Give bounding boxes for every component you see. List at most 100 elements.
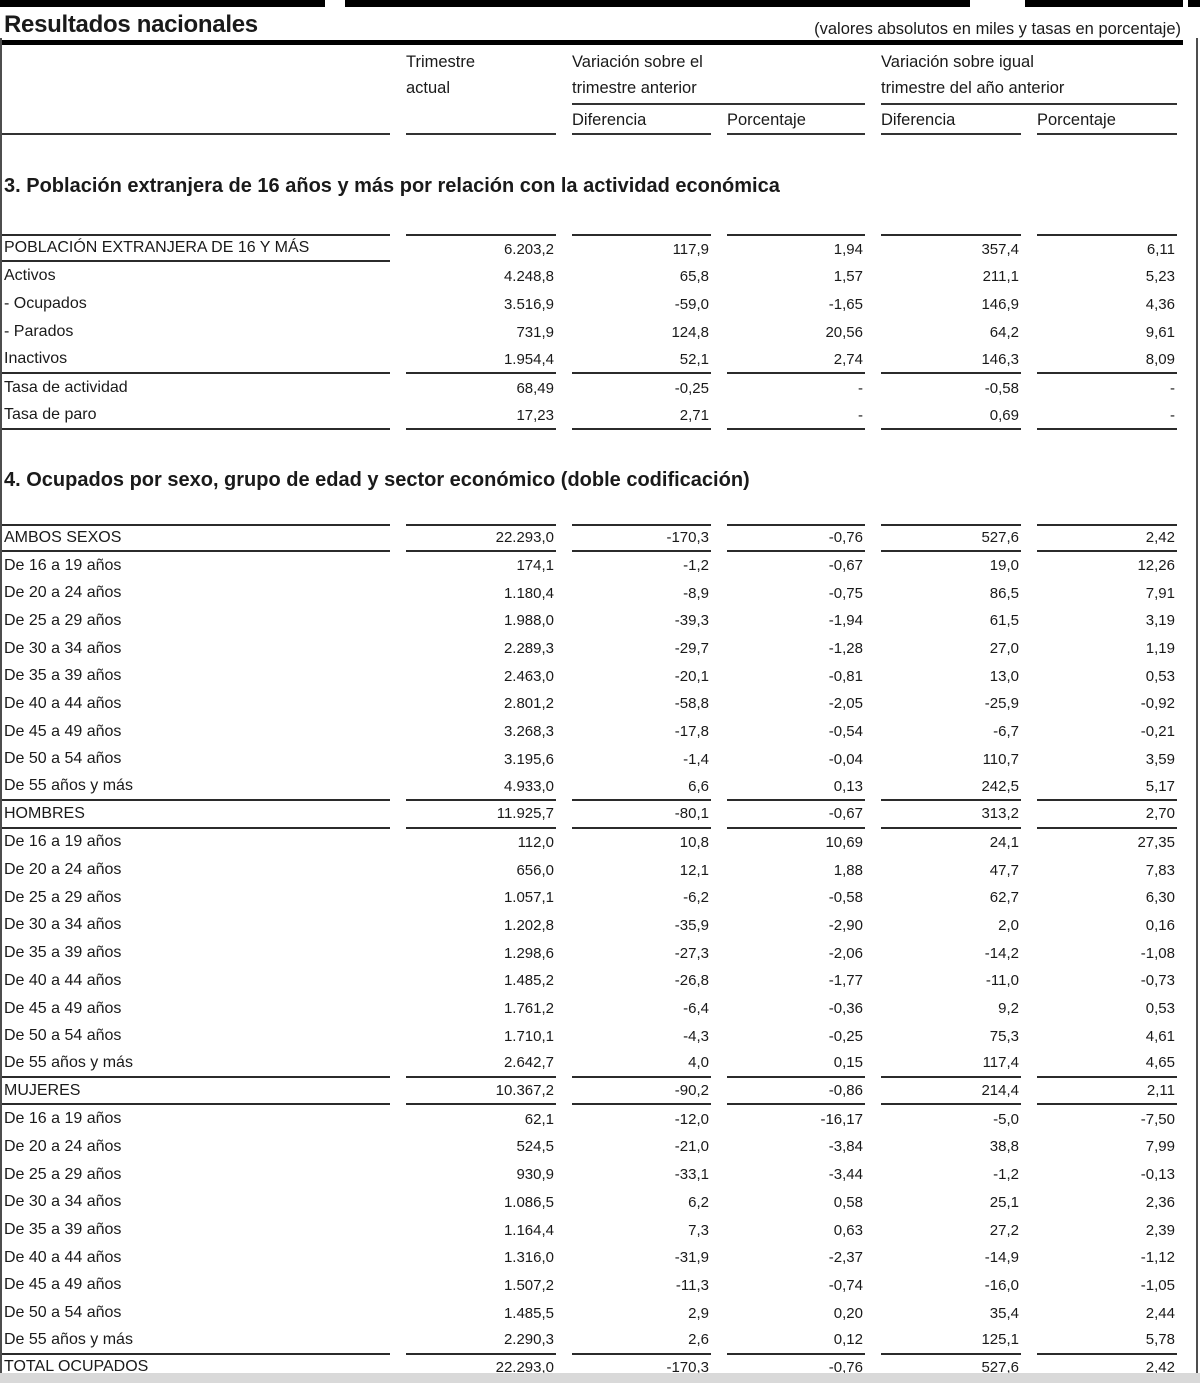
cell-diferencia-trimestre: -6,4 [683, 1000, 709, 1018]
row-label: Inactivos [0, 346, 390, 374]
table-row: De 16 a 19 años 62,1 -12,0 -16,17 -5,0 -… [0, 1105, 1177, 1133]
cell-porcentaje-anual: -0,13 [1140, 1166, 1175, 1184]
cell-porcentaje-trimestre: -1,77 [828, 972, 863, 990]
cell-trimestre-actual: 1.485,5 [503, 1304, 554, 1322]
cell-diferencia-trimestre: -11,3 [675, 1276, 709, 1294]
table-row: De 25 a 29 años 930,9 -33,1 -3,44 -1,2 -… [0, 1161, 1177, 1189]
row-label: De 40 a 44 años [4, 1248, 122, 1266]
cell-diferencia-anual: 27,0 [989, 640, 1019, 658]
table-row: De 25 a 29 años 1.988,0 -39,3 -1,94 61,5… [0, 607, 1177, 635]
cell-diferencia-trimestre: 4,0 [572, 1050, 711, 1078]
cell-diferencia-anual: 214,4 [881, 1078, 1021, 1106]
cell-porcentaje-anual: -0,21 [1140, 723, 1175, 741]
cell-porcentaje-trimestre: -2,37 [828, 1249, 863, 1267]
cell-porcentaje-trimestre: -0,54 [828, 723, 863, 741]
cell-trimestre-actual: 2.642,7 [406, 1050, 556, 1078]
cell-trimestre-actual: 2.289,3 [503, 640, 554, 658]
cell-trimestre-actual: 731,9 [516, 323, 554, 341]
row-label: HOMBRES [0, 801, 390, 829]
cell-porcentaje-anual: 2,44 [1145, 1304, 1175, 1322]
table-row: De 55 años y más 4.933,0 6,6 0,13 242,5 … [0, 773, 1177, 801]
empty-header-cell [406, 105, 556, 135]
column-header-line: Trimestre [406, 53, 476, 71]
subheader-porcentaje-trimestre: Porcentaje [727, 105, 865, 135]
table-row: De 50 a 54 años 1.485,5 2,9 0,20 35,4 2,… [0, 1299, 1177, 1327]
cell-diferencia-anual: 62,7 [989, 889, 1019, 907]
top-cutoff-rule [0, 0, 1200, 7]
cell-trimestre-actual: 4.248,8 [503, 267, 554, 285]
cell-diferencia-anual: 35,4 [989, 1304, 1019, 1322]
cell-porcentaje-anual: -1,08 [1140, 944, 1175, 962]
cell-porcentaje-trimestre: 1,94 [727, 234, 865, 262]
cell-diferencia-trimestre: 6,6 [572, 773, 711, 801]
cell-diferencia-trimestre: -4,3 [683, 1027, 709, 1045]
table-row: POBLACIÓN EXTRANJERA DE 16 Y MÁS 6.203,2… [0, 234, 1177, 262]
page-right-border [1196, 38, 1198, 1373]
row-label: De 45 a 49 años [4, 1276, 122, 1294]
cell-porcentaje-anual: 9,61 [1145, 323, 1175, 341]
cell-porcentaje-trimestre: -0,81 [828, 667, 863, 685]
table-row: - Ocupados 3.516,9 -59,0 -1,65 146,9 4,3… [0, 290, 1177, 318]
rule-gap [1183, 0, 1188, 7]
cell-diferencia-trimestre: -90,2 [572, 1078, 711, 1106]
cell-trimestre-actual: 11.925,7 [406, 801, 556, 829]
cell-trimestre-actual: 68,49 [516, 379, 554, 397]
cell-porcentaje-trimestre: 0,20 [833, 1304, 863, 1322]
cell-diferencia-anual: -6,7 [993, 723, 1019, 741]
row-label: Activos [4, 267, 56, 284]
cell-porcentaje-anual: 2,39 [1145, 1221, 1175, 1239]
cell-diferencia-anual: -11,0 [985, 972, 1019, 990]
cell-diferencia-trimestre: -33,1 [674, 1166, 709, 1184]
cell-trimestre-actual: 1.057,1 [503, 889, 554, 907]
cell-diferencia-trimestre: -17,8 [674, 723, 709, 741]
cell-porcentaje-anual: - [1037, 402, 1177, 430]
cell-diferencia-anual: -16,0 [984, 1276, 1019, 1294]
table-row: De 20 a 24 años 656,0 12,1 1,88 47,7 7,8… [0, 856, 1177, 884]
cell-diferencia-trimestre: 10,8 [679, 833, 709, 851]
row-label: De 30 a 34 años [4, 916, 122, 934]
subheader-diferencia-trimestre: Diferencia [572, 105, 711, 135]
cell-diferencia-anual: -25,9 [984, 695, 1019, 713]
cell-porcentaje-anual: 5,17 [1037, 773, 1177, 801]
table-row: De 40 a 44 años 2.801,2 -58,8 -2,05 -25,… [0, 690, 1177, 718]
cell-diferencia-anual: -14,9 [984, 1249, 1019, 1267]
table-row: De 40 a 44 años 1.485,2 -26,8 -1,77 -11,… [0, 967, 1177, 995]
cell-porcentaje-trimestre: -0,58 [828, 889, 863, 907]
cell-diferencia-anual: 27,2 [989, 1221, 1019, 1239]
cell-porcentaje-anual: 7,91 [1145, 584, 1175, 602]
cell-porcentaje-trimestre: 0,63 [833, 1221, 863, 1239]
cell-porcentaje-anual: 8,09 [1037, 346, 1177, 374]
column-header-trimestre-actual: Trimestre actual [406, 49, 556, 105]
cell-diferencia-anual: 47,7 [989, 861, 1019, 879]
cell-trimestre-actual: 4.933,0 [406, 773, 556, 801]
column-group-line: Variación sobre igual [881, 53, 1034, 71]
cell-trimestre-actual: 1.164,4 [503, 1221, 554, 1239]
cell-porcentaje-trimestre: 0,58 [833, 1193, 863, 1211]
cell-diferencia-anual: 25,1 [989, 1193, 1019, 1211]
cell-porcentaje-trimestre: -1,65 [828, 295, 863, 313]
cell-porcentaje-trimestre: 0,15 [727, 1050, 865, 1078]
table-row: De 30 a 34 años 1.202,8 -35,9 -2,90 2,0 … [0, 912, 1177, 940]
cell-porcentaje-trimestre: -16,17 [820, 1110, 863, 1128]
cell-porcentaje-anual: 4,36 [1145, 295, 1175, 313]
cell-trimestre-actual: 930,9 [516, 1166, 554, 1184]
cell-trimestre-actual: 2.801,2 [503, 695, 554, 713]
row-label: De 35 a 39 años [4, 667, 122, 685]
cell-porcentaje-trimestre: -0,36 [828, 1000, 863, 1018]
row-label: De 50 a 54 años [4, 750, 122, 768]
cell-trimestre-actual: 1.507,2 [503, 1276, 554, 1294]
cell-diferencia-trimestre: -39,3 [674, 612, 709, 630]
cell-porcentaje-trimestre: -1,94 [828, 612, 863, 630]
table-row: De 30 a 34 años 1.086,5 6,2 0,58 25,1 2,… [0, 1189, 1177, 1217]
cell-porcentaje-anual: 1,19 [1145, 640, 1175, 658]
cell-diferencia-trimestre: 117,9 [572, 234, 711, 262]
cell-porcentaje-anual: 2,42 [1037, 524, 1177, 552]
cell-trimestre-actual: 6.203,2 [406, 234, 556, 262]
cell-trimestre-actual: 1.710,1 [503, 1027, 554, 1045]
table-row: De 45 a 49 años 3.268,3 -17,8 -0,54 -6,7… [0, 718, 1177, 746]
column-header-line: actual [406, 79, 451, 97]
page-left-border [0, 38, 2, 1373]
cell-porcentaje-trimestre: 0,13 [727, 773, 865, 801]
rule-gap [325, 0, 345, 7]
cell-diferencia-anual: 38,8 [989, 1138, 1019, 1156]
